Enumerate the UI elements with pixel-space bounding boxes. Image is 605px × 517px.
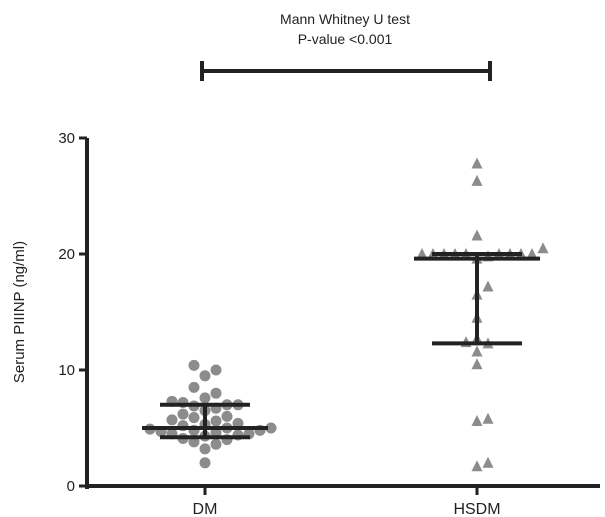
data-point-HSDM-3 xyxy=(482,412,494,424)
y-tick-label-10: 10 xyxy=(58,362,75,379)
data-point-DM-22 xyxy=(188,412,200,424)
data-point-DM-24 xyxy=(177,408,189,420)
annotation-test-name: Mann Whitney U test xyxy=(280,11,410,27)
data-point-DM-32 xyxy=(199,392,211,404)
data-point-DM-0 xyxy=(199,457,211,469)
data-point-HSDM-11 xyxy=(482,280,494,292)
data-point-DM-34 xyxy=(188,381,200,393)
x-tick-label-HSDM: HSDM xyxy=(453,501,500,517)
data-point-HSDM-5 xyxy=(471,345,483,357)
data-point-DM-21 xyxy=(166,414,178,426)
data-point-DM-20 xyxy=(210,415,222,427)
data-point-DM-16 xyxy=(265,422,277,434)
data-point-HSDM-26 xyxy=(471,157,483,169)
data-point-DM-2 xyxy=(210,438,222,450)
data-point-HSDM-24 xyxy=(471,229,483,241)
x-tick-label-DM: DM xyxy=(193,501,218,517)
annotation-p-value: P-value <0.001 xyxy=(297,31,393,47)
data-point-DM-23 xyxy=(221,410,233,422)
data-point-DM-33 xyxy=(210,387,222,399)
data-point-DM-35 xyxy=(199,370,211,382)
data-point-HSDM-21 xyxy=(526,248,538,259)
data-point-HSDM-23 xyxy=(537,242,549,254)
y-tick-label-20: 20 xyxy=(58,246,75,263)
data-point-HSDM-22 xyxy=(416,248,428,259)
data-point-DM-1 xyxy=(199,443,211,455)
data-point-HSDM-0 xyxy=(471,460,483,472)
data-point-HSDM-25 xyxy=(471,174,483,186)
data-point-HSDM-2 xyxy=(471,415,483,427)
y-tick-label-0: 0 xyxy=(67,478,75,495)
y-axis-title: Serum PIIINP (ng/ml) xyxy=(11,241,28,383)
y-tick-label-30: 30 xyxy=(58,130,75,147)
data-point-DM-36 xyxy=(210,364,222,376)
data-point-HSDM-4 xyxy=(471,358,483,370)
data-point-HSDM-1 xyxy=(482,456,494,468)
data-point-DM-37 xyxy=(188,359,200,371)
